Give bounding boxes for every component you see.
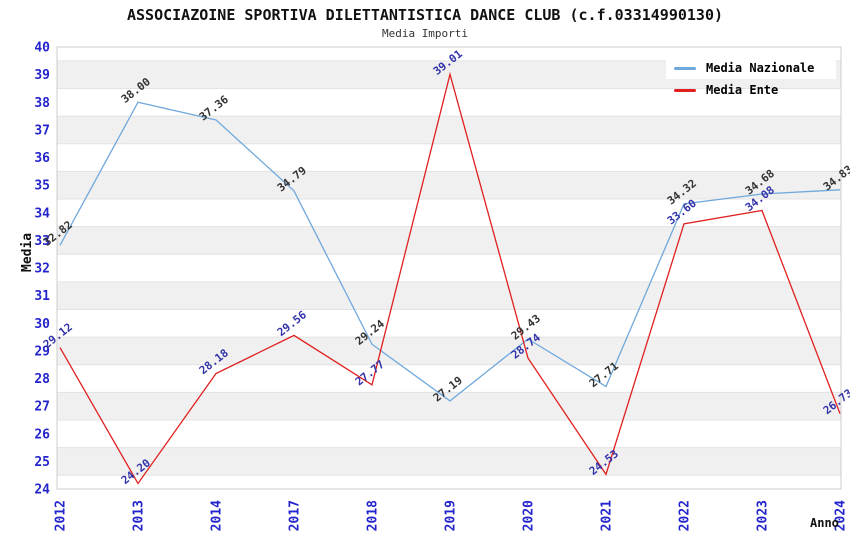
x-tick-label: 2014	[210, 500, 225, 531]
legend-item-media-ente[interactable]: Media Ente	[666, 79, 836, 101]
plot-band	[57, 116, 841, 144]
x-tick-label: 2017	[288, 500, 303, 531]
y-tick-label: 29	[34, 344, 50, 359]
legend-item-media-nazionale[interactable]: Media Nazionale	[666, 57, 836, 79]
y-tick-label: 37	[34, 123, 50, 138]
plot-band	[57, 337, 841, 365]
y-tick-label: 31	[34, 289, 50, 304]
data-label-ente: 29.56	[275, 308, 309, 339]
series-line-ente	[59, 71, 841, 485]
y-tick-label: 35	[34, 179, 50, 194]
chart-subtitle: Media Importi	[381, 27, 469, 40]
y-tick-label: 36	[34, 151, 50, 166]
x-tick-label: 2019	[444, 500, 459, 531]
plot-band	[57, 447, 841, 476]
x-tick-label: 2023	[756, 500, 771, 531]
y-tick-label: 33	[34, 234, 50, 249]
y-tick-label: 34	[34, 206, 50, 221]
y-tick-label: 24	[34, 483, 50, 498]
y-tick-label: 32	[34, 262, 50, 277]
y-tick-label: 26	[34, 427, 50, 442]
legend: Media Nazionale Media Ente	[666, 57, 836, 101]
plot-band	[57, 171, 841, 199]
legend-label-ente: Media Ente	[706, 83, 779, 97]
x-tick-label: 2022	[678, 500, 693, 531]
x-tick-label: 2018	[366, 500, 381, 531]
y-tick-label: 40	[34, 41, 50, 56]
plot-border	[56, 46, 842, 490]
line-swatch-ente-icon	[674, 88, 696, 92]
y-tick-label: 25	[34, 455, 50, 470]
y-tick-label: 28	[34, 372, 50, 387]
y-tick-label: 39	[34, 68, 50, 83]
x-tick-label: 2021	[600, 500, 615, 531]
plot-band	[57, 226, 841, 255]
line-swatch-nazionale-icon	[674, 66, 696, 70]
x-tick-label: 2012	[54, 500, 69, 531]
legend-label-nazionale: Media Nazionale	[706, 61, 815, 75]
x-axis-title: Anno	[810, 516, 839, 530]
y-tick-label: 30	[34, 317, 50, 332]
y-tick-label: 27	[34, 400, 50, 415]
series-line-nazionale	[59, 101, 841, 402]
chart-title: ASSOCIAZOINE SPORTIVA DILETTANTISTICA DA…	[126, 6, 724, 24]
plot-band	[57, 281, 841, 310]
x-tick-label: 2024	[834, 500, 849, 531]
y-tick-label: 38	[34, 96, 50, 111]
plot-band	[57, 392, 841, 420]
x-tick-label: 2020	[522, 500, 537, 531]
x-tick-label: 2013	[132, 500, 147, 531]
